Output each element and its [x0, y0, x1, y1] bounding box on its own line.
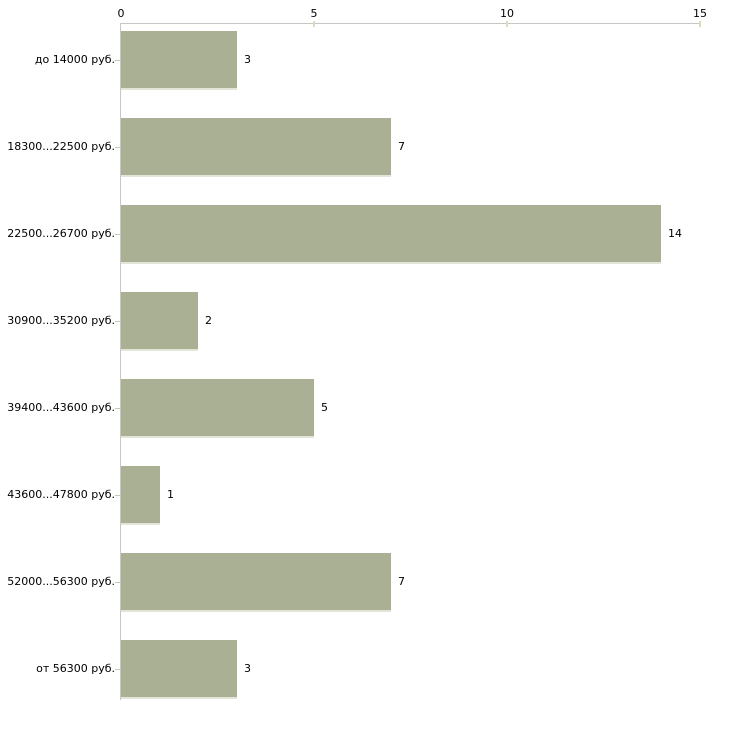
category-label: до 14000 руб.: [34, 53, 115, 66]
category-label: от 56300 руб.: [36, 662, 115, 675]
x-axis-tick: [506, 21, 508, 27]
y-axis-line: [120, 23, 121, 700]
x-axis-tick: [313, 21, 315, 27]
category-label: 22500...26700 руб.: [7, 227, 115, 240]
category-label: 18300...22500 руб.: [7, 140, 115, 153]
category-tick: [115, 495, 120, 496]
bar: [121, 31, 237, 90]
category-tick: [115, 234, 120, 235]
category-label: 30900...35200 руб.: [7, 314, 115, 327]
category-tick: [115, 582, 120, 583]
x-axis-tick-label: 15: [693, 7, 707, 20]
bar: [121, 292, 198, 351]
category-label: 43600...47800 руб.: [7, 488, 115, 501]
x-axis-tick-label: 5: [310, 7, 318, 20]
x-axis-tick-label: 0: [117, 7, 125, 20]
category-tick: [115, 147, 120, 148]
category-label: 39400...43600 руб.: [7, 401, 115, 414]
x-axis-tick: [699, 21, 701, 27]
bar-value-label: 7: [398, 140, 405, 153]
category-tick: [115, 60, 120, 61]
bar: [121, 640, 237, 699]
bar-value-label: 14: [668, 227, 682, 240]
x-axis-tick-label: 10: [500, 7, 514, 20]
bar-value-label: 3: [244, 53, 251, 66]
bar-value-label: 2: [205, 314, 212, 327]
bar-value-label: 5: [321, 401, 328, 414]
bar: [121, 466, 160, 525]
category-label: 52000...56300 руб.: [7, 575, 115, 588]
bar-value-label: 7: [398, 575, 405, 588]
category-tick: [115, 669, 120, 670]
bar: [121, 553, 391, 612]
bar: [121, 118, 391, 177]
bar-value-label: 1: [167, 488, 174, 501]
category-tick: [115, 321, 120, 322]
x-axis-line: [120, 23, 701, 24]
bar-value-label: 3: [244, 662, 251, 675]
bar: [121, 205, 661, 264]
bar: [121, 379, 314, 438]
category-tick: [115, 408, 120, 409]
